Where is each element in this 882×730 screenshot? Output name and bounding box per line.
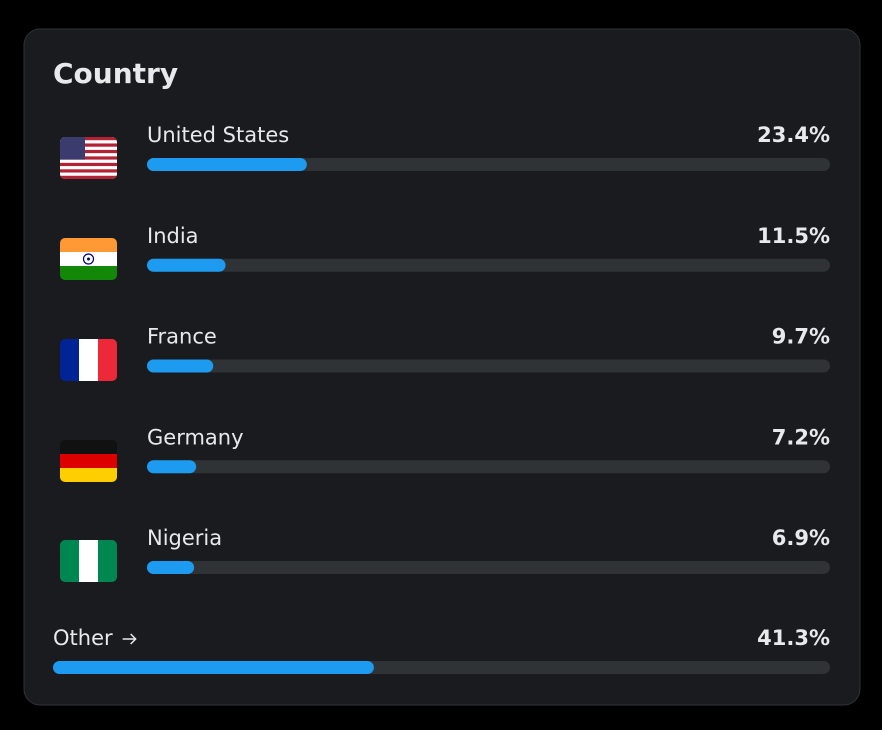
value-label: 11.5% (757, 224, 830, 248)
bar-track (147, 561, 830, 574)
country-name: United States (147, 123, 289, 147)
bar-track (147, 258, 830, 272)
other-link[interactable]: Other (53, 626, 113, 650)
bar (147, 158, 307, 171)
bar (147, 460, 197, 474)
value-label: 41.3% (757, 626, 830, 650)
flag-us (60, 137, 117, 179)
bar (53, 661, 374, 674)
card-title: Country (53, 57, 178, 90)
bar-track (147, 158, 830, 171)
bar (147, 561, 195, 574)
flag-india (60, 238, 117, 280)
country-name: Nigeria (147, 526, 222, 550)
flag-germany (60, 440, 117, 482)
value-label: 6.9% (772, 526, 830, 550)
country-name: France (147, 325, 217, 349)
value-label: 9.7% (772, 325, 830, 349)
bar (147, 359, 214, 373)
value-label: 7.2% (772, 425, 830, 449)
value-label: 23.4% (757, 123, 830, 147)
country-name: India (147, 224, 199, 248)
bar (147, 258, 226, 272)
bar-track (147, 460, 830, 474)
country-name: Germany (147, 425, 244, 449)
bar-track (147, 359, 830, 373)
flag-france (60, 339, 117, 381)
arrow-icon (122, 633, 137, 645)
flag-nigeria (60, 540, 117, 582)
